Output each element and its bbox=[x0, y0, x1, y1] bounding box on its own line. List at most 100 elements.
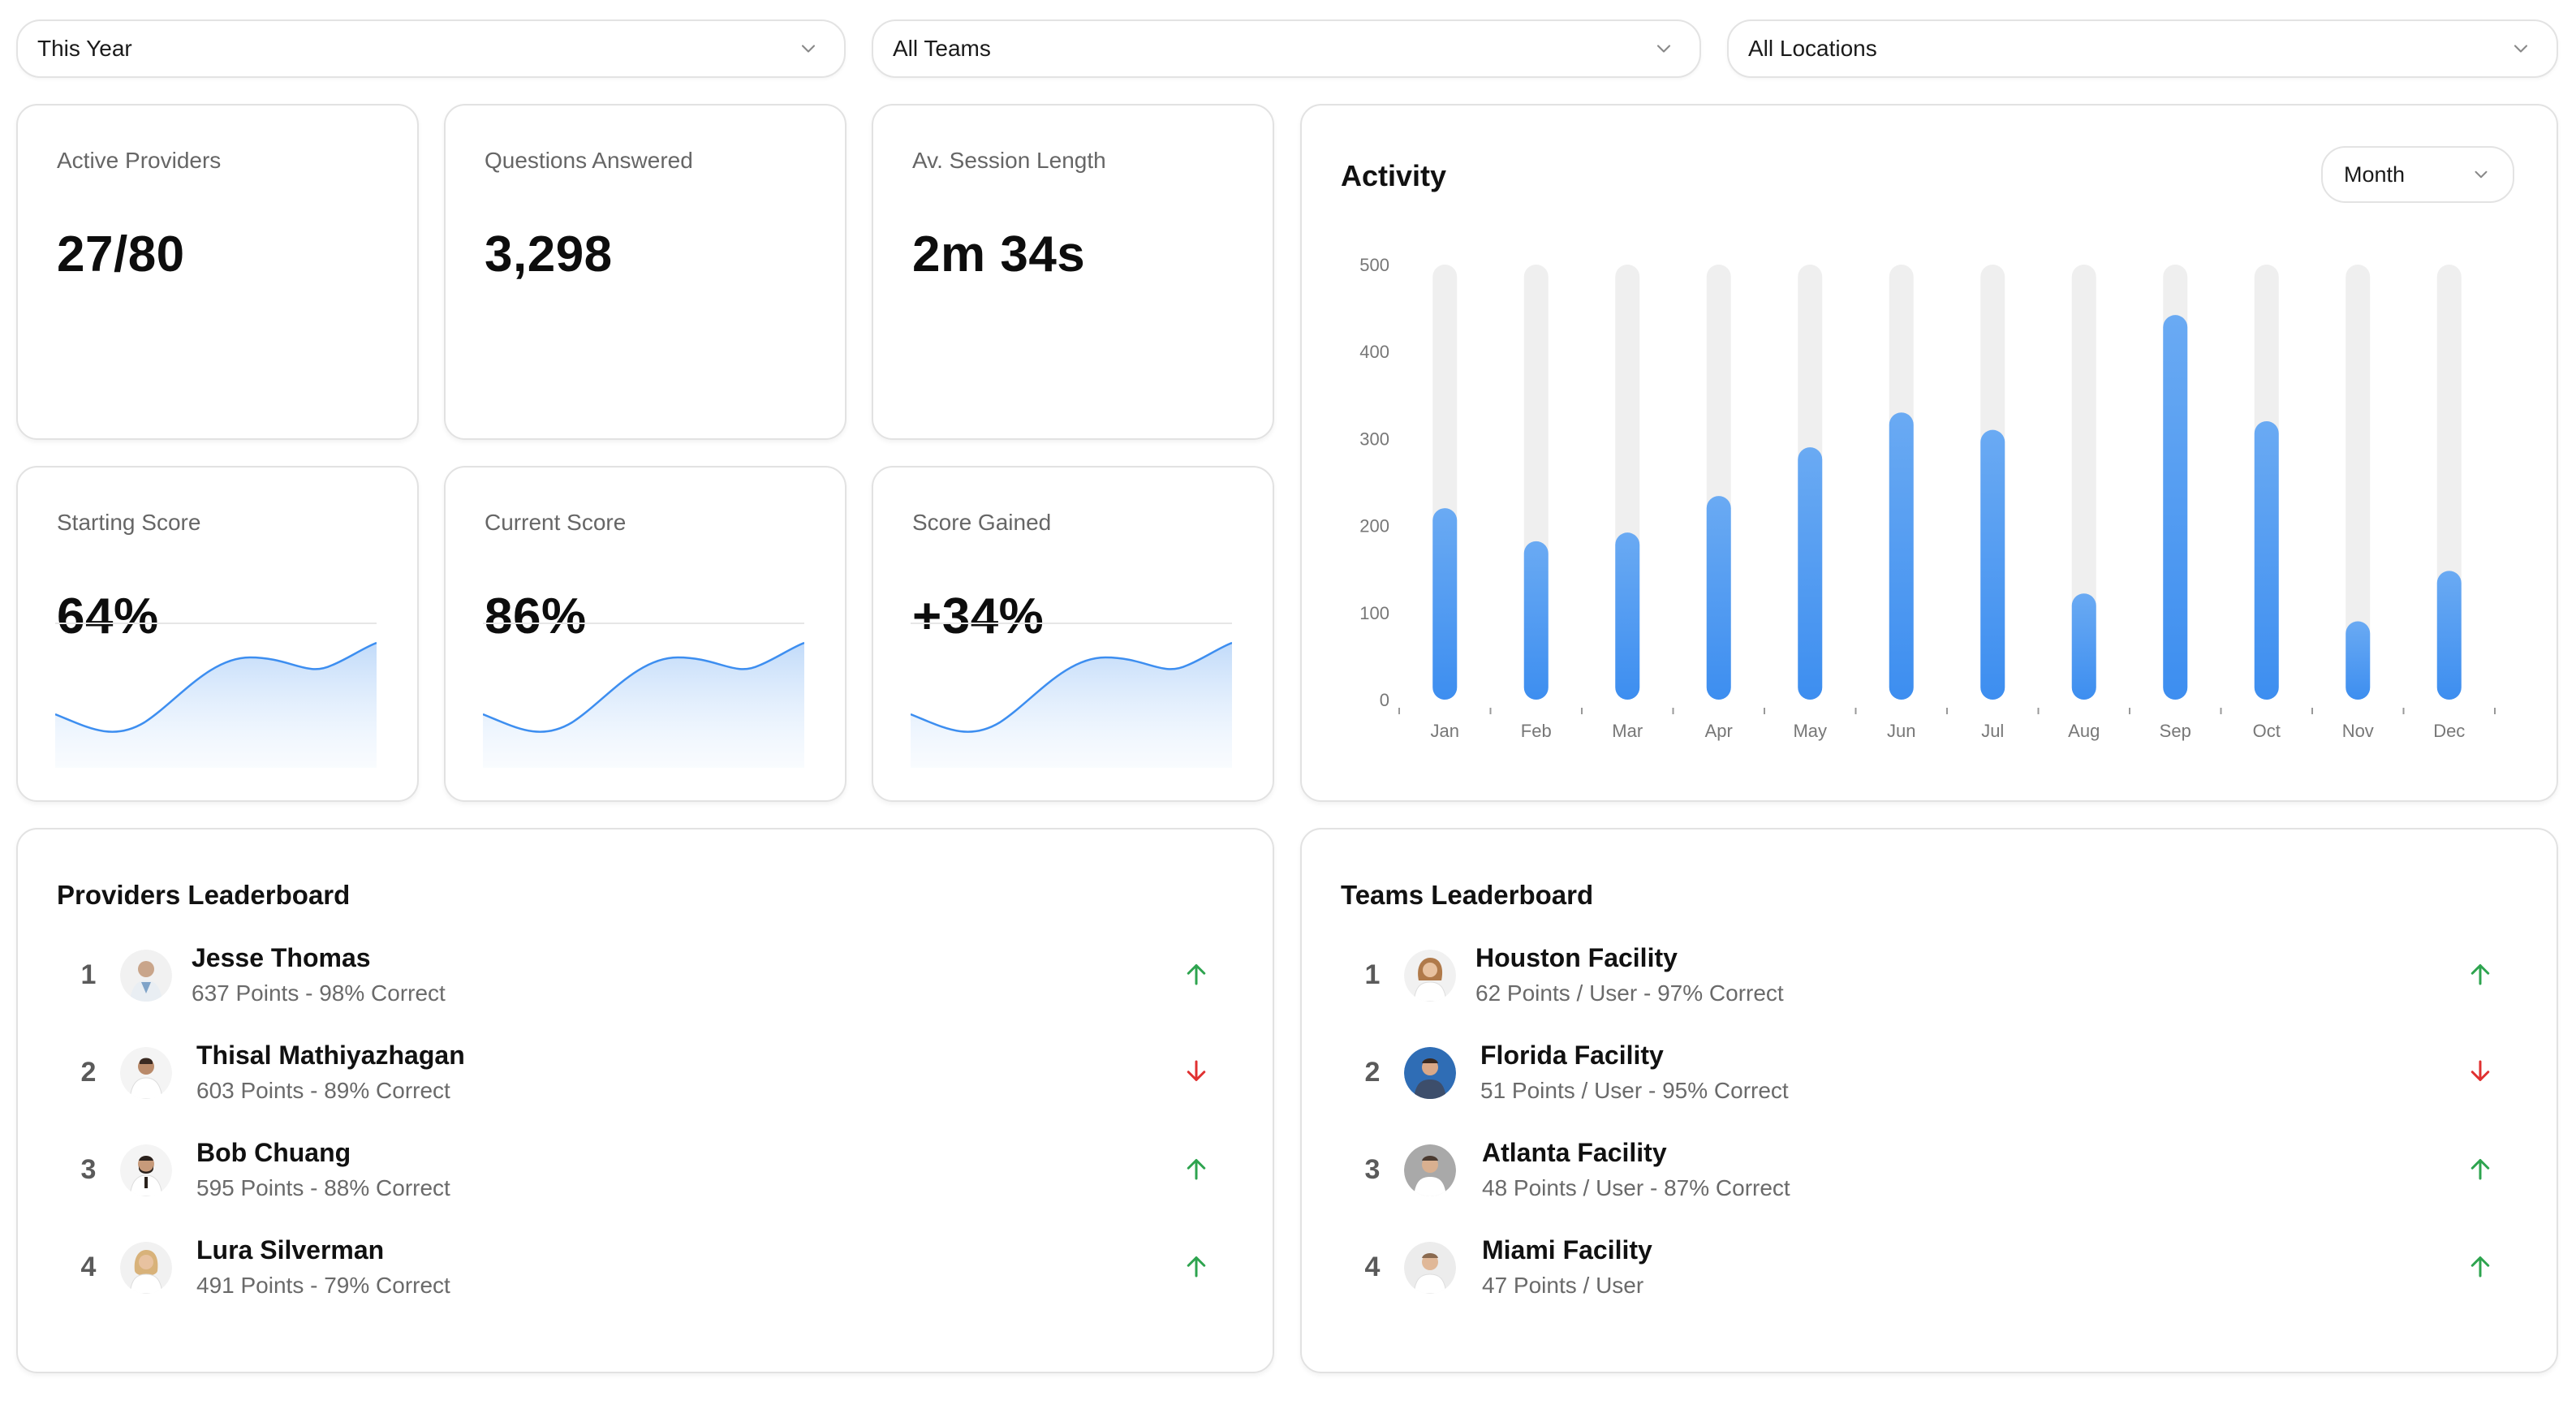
activity-bar-oct[interactable] bbox=[2254, 420, 2279, 700]
x-tick-label: May bbox=[1793, 721, 1827, 741]
y-tick-label: 400 bbox=[1359, 342, 1389, 362]
stat-value: 3,298 bbox=[485, 226, 613, 282]
score-sparkline bbox=[483, 623, 804, 768]
avatar bbox=[1404, 950, 1456, 1002]
activity-bar-mar[interactable] bbox=[1615, 532, 1640, 700]
activity-bar-jul[interactable] bbox=[1980, 429, 2005, 700]
avatar bbox=[120, 1144, 172, 1196]
leaderboard-row[interactable]: 4 Lura Silverman 491 Points - 79% Correc… bbox=[18, 1227, 1273, 1308]
y-tick-label: 300 bbox=[1359, 429, 1389, 449]
chevron-down-icon bbox=[2475, 170, 2488, 179]
teams-leaderboard-title: Teams Leaderboard bbox=[1341, 880, 1594, 910]
session-length-card: Av. Session Length 2m 34s bbox=[872, 104, 1274, 440]
activity-bar-apr[interactable] bbox=[1706, 496, 1731, 700]
provider-stats: 595 Points - 88% Correct bbox=[196, 1175, 450, 1200]
x-tick-label: Sep bbox=[2160, 721, 2191, 741]
starting-score-card: Starting Score 64% bbox=[16, 466, 419, 802]
leaderboard-row[interactable]: 3 Bob Chuang 595 Points - 88% Correct bbox=[18, 1130, 1273, 1211]
activity-bar-aug[interactable] bbox=[2071, 593, 2096, 700]
activity-bar-dec[interactable] bbox=[2436, 571, 2462, 700]
provider-stats: 603 Points - 89% Correct bbox=[196, 1078, 450, 1103]
activity-bar-chart: 0 100 200 300 400 500 Jan Feb Mar Apr May Jun Jul Aug… bbox=[1359, 255, 2496, 741]
team-stats: 62 Points / User - 97% Correct bbox=[1475, 980, 1784, 1006]
arrow-up-icon bbox=[1187, 1256, 1206, 1278]
bar-track bbox=[2071, 265, 2096, 700]
team-name: Florida Facility bbox=[1480, 1041, 1664, 1070]
rank: 4 bbox=[80, 1252, 97, 1282]
y-tick-label: 500 bbox=[1359, 255, 1389, 275]
x-tick-label: Aug bbox=[2068, 721, 2100, 741]
providers-leaderboard-title: Providers Leaderboard bbox=[57, 880, 351, 910]
score-sparkline bbox=[55, 623, 377, 768]
avatar bbox=[120, 950, 172, 1002]
leaderboard-row[interactable]: 2 Thisal Mathiyazhagan 603 Points - 89% … bbox=[18, 1032, 1273, 1114]
team-stats: 47 Points / User bbox=[1482, 1273, 1644, 1298]
leaderboard-row[interactable]: 2 Florida Facility 51 Points / User - 95… bbox=[1302, 1032, 2557, 1114]
rank: 3 bbox=[1364, 1154, 1381, 1185]
y-tick-label: 200 bbox=[1359, 516, 1389, 536]
arrow-down-icon bbox=[1187, 1060, 1206, 1081]
bar-track bbox=[2346, 265, 2371, 700]
arrow-up-icon bbox=[2470, 964, 2490, 985]
x-tick-label: Jan bbox=[1431, 721, 1459, 741]
activity-bar-sep[interactable] bbox=[2163, 315, 2188, 700]
stat-label: Av. Session Length bbox=[912, 148, 1106, 173]
provider-stats: 491 Points - 79% Correct bbox=[196, 1273, 450, 1298]
activity-bar-jun[interactable] bbox=[1889, 412, 1914, 700]
avatar bbox=[1404, 1242, 1456, 1294]
provider-stats: 637 Points - 98% Correct bbox=[192, 980, 446, 1006]
rank: 3 bbox=[80, 1154, 97, 1185]
arrow-up-icon bbox=[1187, 1159, 1206, 1180]
provider-name: Jesse Thomas bbox=[192, 943, 371, 972]
period-select-value: This Year bbox=[37, 36, 132, 61]
leaderboard-row[interactable]: 1 Jesse Thomas 637 Points - 98% Correct bbox=[18, 935, 1273, 1016]
chevron-down-icon bbox=[1656, 45, 1671, 53]
range-select[interactable]: Month bbox=[2321, 146, 2514, 203]
locations-select-value: All Locations bbox=[1748, 36, 1877, 61]
arrow-up-icon bbox=[2470, 1159, 2490, 1180]
leaderboard-row[interactable]: 3 Atlanta Facility 48 Points / User - 87… bbox=[1302, 1130, 2557, 1211]
x-tick-label: Jun bbox=[1887, 721, 1915, 741]
teams-select[interactable]: All Teams bbox=[872, 19, 1701, 78]
avatar bbox=[120, 1047, 172, 1099]
stat-label: Active Providers bbox=[57, 148, 222, 173]
stat-label: Current Score bbox=[485, 510, 627, 535]
team-name: Miami Facility bbox=[1482, 1235, 1652, 1265]
stat-value: 2m 34s bbox=[912, 226, 1086, 282]
stat-value: 27/80 bbox=[57, 226, 185, 282]
activity-title: Activity bbox=[1341, 159, 1447, 192]
chevron-down-icon bbox=[2514, 45, 2528, 53]
activity-bar-feb[interactable] bbox=[1523, 541, 1549, 700]
provider-name: Thisal Mathiyazhagan bbox=[196, 1041, 465, 1070]
activity-bar-may[interactable] bbox=[1798, 447, 1823, 700]
chevron-down-icon bbox=[801, 45, 816, 53]
arrow-down-icon bbox=[2470, 1060, 2490, 1081]
activity-bar-nov[interactable] bbox=[2346, 621, 2371, 700]
team-stats: 51 Points / User - 95% Correct bbox=[1480, 1078, 1789, 1103]
stat-value: 86% bbox=[485, 588, 587, 644]
team-name: Houston Facility bbox=[1475, 943, 1678, 972]
y-tick-label: 0 bbox=[1380, 690, 1389, 710]
range-select-value: Month bbox=[2344, 162, 2406, 187]
rank: 2 bbox=[1364, 1057, 1381, 1088]
teams-select-value: All Teams bbox=[893, 36, 991, 61]
rank: 1 bbox=[1364, 959, 1381, 990]
providers-leaderboard: Providers Leaderboard 1 Jesse Thomas 637… bbox=[16, 828, 1274, 1373]
leaderboard-row[interactable]: 4 Miami Facility 47 Points / User bbox=[1302, 1227, 2557, 1308]
stat-label: Starting Score bbox=[57, 510, 201, 535]
x-tick-label: Jul bbox=[1981, 721, 2004, 741]
locations-select[interactable]: All Locations bbox=[1727, 19, 2558, 78]
arrow-up-icon bbox=[1187, 964, 1206, 985]
questions-answered-card: Questions Answered 3,298 bbox=[444, 104, 846, 440]
period-select[interactable]: This Year bbox=[16, 19, 846, 78]
activity-bar-jan[interactable] bbox=[1432, 508, 1458, 700]
score-sparkline bbox=[911, 623, 1232, 768]
avatar bbox=[1404, 1144, 1456, 1196]
x-tick-label: Dec bbox=[2433, 721, 2465, 741]
leaderboard-row[interactable]: 1 Houston Facility 62 Points / User - 97… bbox=[1302, 935, 2557, 1016]
stat-value: +34% bbox=[912, 588, 1045, 644]
x-tick-label: Mar bbox=[1612, 721, 1643, 741]
stat-value: 64% bbox=[57, 588, 159, 644]
rank: 1 bbox=[80, 959, 97, 990]
avatar bbox=[120, 1242, 172, 1294]
